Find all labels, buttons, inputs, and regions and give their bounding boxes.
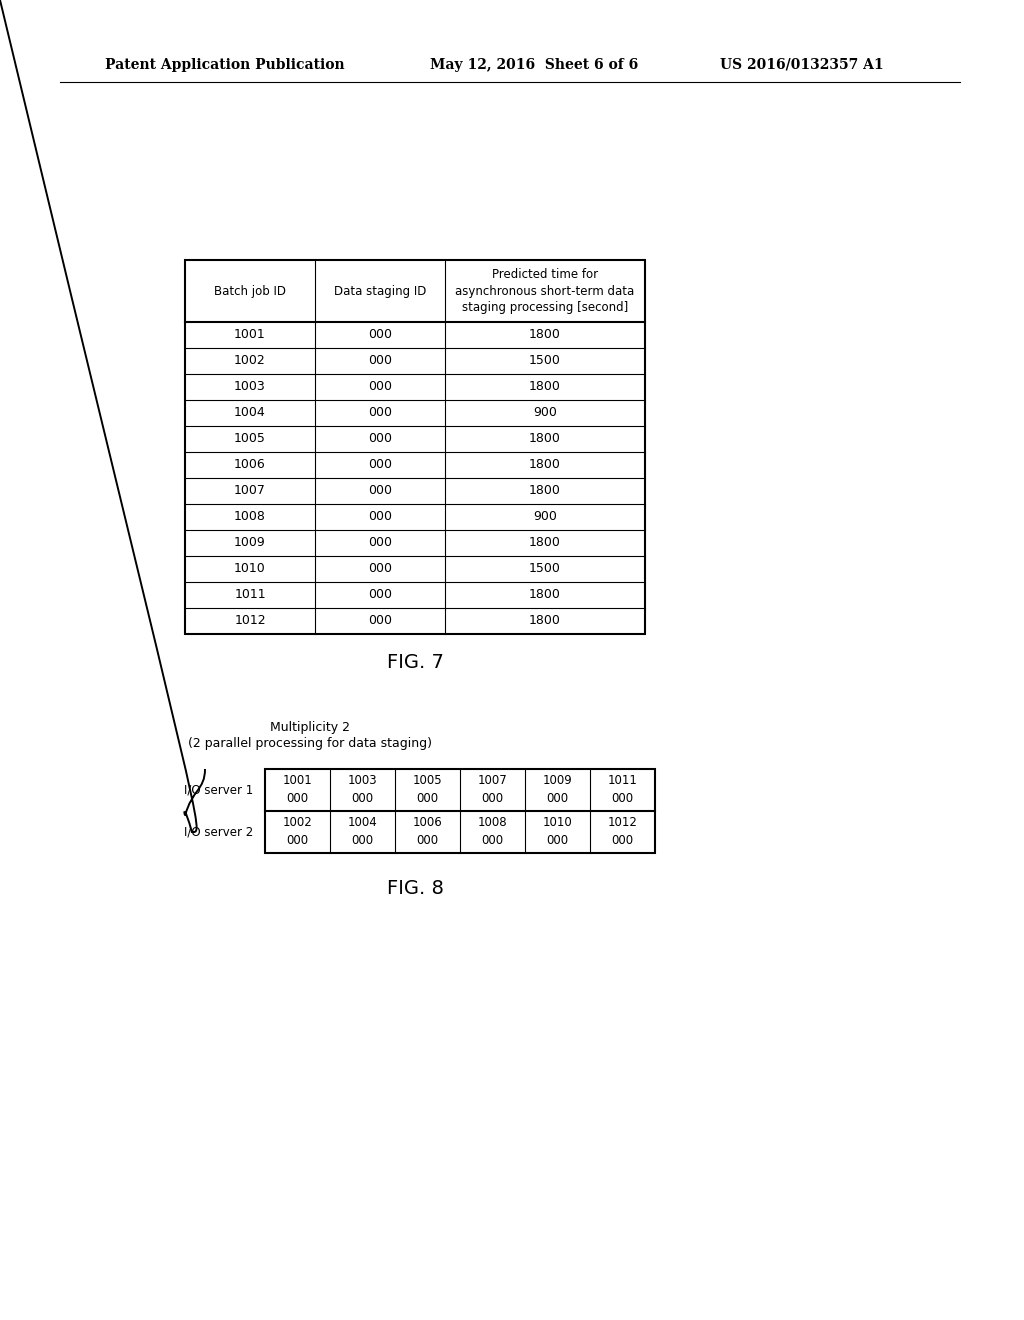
Text: 000: 000	[368, 589, 392, 602]
Text: 1012: 1012	[234, 615, 266, 627]
Text: 000: 000	[287, 792, 308, 805]
Text: 1800: 1800	[529, 380, 561, 393]
Text: I/O server 2: I/O server 2	[183, 825, 253, 838]
Text: 1800: 1800	[529, 458, 561, 471]
Text: 000: 000	[611, 834, 634, 847]
Text: Batch job ID: Batch job ID	[214, 285, 286, 297]
Text: 1010: 1010	[234, 562, 266, 576]
Text: I/O server 1: I/O server 1	[183, 784, 253, 796]
Text: 000: 000	[368, 536, 392, 549]
Text: 1003: 1003	[234, 380, 266, 393]
Text: 1800: 1800	[529, 589, 561, 602]
Text: 000: 000	[547, 792, 568, 805]
Text: Data staging ID: Data staging ID	[334, 285, 426, 297]
Text: 1007: 1007	[234, 484, 266, 498]
Text: 1012: 1012	[607, 817, 637, 829]
Text: 1800: 1800	[529, 615, 561, 627]
Text: 1011: 1011	[607, 775, 637, 788]
Text: 1006: 1006	[413, 817, 442, 829]
Text: 1004: 1004	[347, 817, 378, 829]
Text: 000: 000	[287, 834, 308, 847]
Text: 000: 000	[368, 562, 392, 576]
Text: 000: 000	[368, 329, 392, 342]
Text: 000: 000	[351, 792, 374, 805]
Text: 1800: 1800	[529, 536, 561, 549]
Text: 000: 000	[351, 834, 374, 847]
Text: May 12, 2016  Sheet 6 of 6: May 12, 2016 Sheet 6 of 6	[430, 58, 638, 73]
Bar	[265, 770, 655, 853]
Text: 000: 000	[368, 355, 392, 367]
Text: 1011: 1011	[234, 589, 266, 602]
Text: 000: 000	[481, 834, 504, 847]
Text: 000: 000	[368, 407, 392, 420]
Text: 1008: 1008	[234, 511, 266, 524]
Text: US 2016/0132357 A1: US 2016/0132357 A1	[720, 58, 884, 73]
Text: 000: 000	[368, 484, 392, 498]
Text: FIG. 7: FIG. 7	[387, 652, 443, 672]
Text: 000: 000	[368, 433, 392, 446]
Text: Patent Application Publication: Patent Application Publication	[105, 58, 345, 73]
Text: 900: 900	[534, 407, 557, 420]
Text: 1800: 1800	[529, 484, 561, 498]
Text: 900: 900	[534, 511, 557, 524]
Text: 1001: 1001	[234, 329, 266, 342]
Text: 1008: 1008	[477, 817, 507, 829]
Text: 1500: 1500	[529, 355, 561, 367]
Text: 1009: 1009	[543, 775, 572, 788]
Text: 1007: 1007	[477, 775, 507, 788]
Text: 1004: 1004	[234, 407, 266, 420]
Text: 1005: 1005	[234, 433, 266, 446]
Text: 1001: 1001	[283, 775, 312, 788]
Text: 000: 000	[368, 458, 392, 471]
Text: 000: 000	[368, 380, 392, 393]
Text: (2 parallel processing for data staging): (2 parallel processing for data staging)	[188, 737, 432, 750]
Text: 000: 000	[547, 834, 568, 847]
Text: 1500: 1500	[529, 562, 561, 576]
Text: 000: 000	[368, 511, 392, 524]
Text: FIG. 8: FIG. 8	[387, 879, 443, 898]
Text: 000: 000	[417, 834, 438, 847]
Text: Multiplicity 2: Multiplicity 2	[270, 721, 350, 734]
Text: 000: 000	[481, 792, 504, 805]
Text: 1009: 1009	[234, 536, 266, 549]
Text: 1010: 1010	[543, 817, 572, 829]
Text: 000: 000	[611, 792, 634, 805]
Text: 1006: 1006	[234, 458, 266, 471]
Text: 1800: 1800	[529, 433, 561, 446]
Text: 1002: 1002	[283, 817, 312, 829]
Text: 1003: 1003	[348, 775, 377, 788]
Text: 000: 000	[368, 615, 392, 627]
Text: 000: 000	[417, 792, 438, 805]
Text: 1002: 1002	[234, 355, 266, 367]
Text: 1005: 1005	[413, 775, 442, 788]
Bar	[185, 260, 645, 634]
Text: 1800: 1800	[529, 329, 561, 342]
Text: Predicted time for
asynchronous short-term data
staging processing [second]: Predicted time for asynchronous short-te…	[456, 268, 635, 314]
